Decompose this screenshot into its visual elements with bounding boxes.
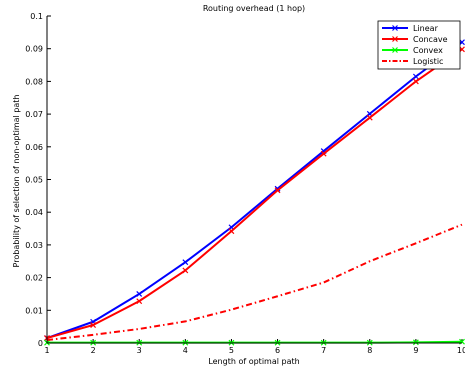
y-axis-ticks: 0 0.01 0.02 0.03 0.04 0.05 0.06 0.07 0.08 0.09 0.1 xyxy=(25,12,51,348)
y-tick-label: 0 xyxy=(38,339,43,348)
data-point-linear xyxy=(412,73,419,80)
x-tick-label: 9 xyxy=(413,346,418,355)
x-tick-label: 6 xyxy=(275,346,280,355)
x-tick-label: 4 xyxy=(183,346,188,355)
axes-frame xyxy=(46,16,462,344)
x-tick-label: 2 xyxy=(91,346,96,355)
data-point-concave xyxy=(136,298,143,305)
legend-label-linear: Linear xyxy=(413,24,439,33)
x-tick-label: 7 xyxy=(321,346,326,355)
legend-label-convex: Convex xyxy=(413,46,443,55)
x-tick-label: 8 xyxy=(367,346,372,355)
data-point-convex xyxy=(412,339,419,346)
x-axis-label: Length of optimal path xyxy=(208,357,299,366)
y-tick-label: 0.08 xyxy=(25,77,43,86)
legend-marker-convex xyxy=(392,47,398,53)
data-point-concave xyxy=(228,228,235,235)
y-tick-label: 0.02 xyxy=(25,274,43,283)
data-point-concave xyxy=(412,78,419,85)
data-point-concave xyxy=(182,267,189,274)
legend-marker-concave xyxy=(392,36,398,42)
y-axis-label: Probability of selection of non-optimal … xyxy=(12,95,21,268)
plot-area xyxy=(47,16,462,343)
x-tick-label: 3 xyxy=(137,346,142,355)
y-tick-label: 0.03 xyxy=(25,241,43,250)
y-tick-label: 0.06 xyxy=(25,143,43,152)
data-point-linear xyxy=(274,185,281,192)
data-point-concave xyxy=(320,150,327,157)
legend-marker-linear xyxy=(392,25,398,31)
data-point-linear xyxy=(182,259,189,266)
legend-label-concave: Concave xyxy=(413,35,448,44)
data-point-concave xyxy=(366,114,373,121)
data-point-linear xyxy=(136,291,143,297)
legend-label-logistic: Logistic xyxy=(413,57,443,66)
x-tick-label: 10 xyxy=(457,346,465,355)
y-tick-label: 0.01 xyxy=(25,306,43,315)
series-line-concave xyxy=(46,48,463,340)
data-point-concave xyxy=(274,187,281,194)
chart-title: Routing overhead (1 hop) xyxy=(203,4,305,13)
y-tick-label: 0.05 xyxy=(25,176,43,185)
data-point-concave xyxy=(90,322,97,328)
y-tick-label: 0.07 xyxy=(25,110,43,119)
x-tick-label: 5 xyxy=(229,346,234,355)
series-line-logistic xyxy=(46,223,463,342)
y-tick-label: 0.09 xyxy=(25,45,43,54)
x-axis-ticks: 1 2 3 4 5 6 7 8 9 10 xyxy=(44,339,465,355)
x-tick-label: 1 xyxy=(44,346,49,355)
y-tick-label: 0.1 xyxy=(30,12,43,21)
y-tick-label: 0.04 xyxy=(25,208,43,217)
series-line-linear xyxy=(46,41,463,340)
legend: Linear Concave Convex Logistic xyxy=(377,20,461,70)
